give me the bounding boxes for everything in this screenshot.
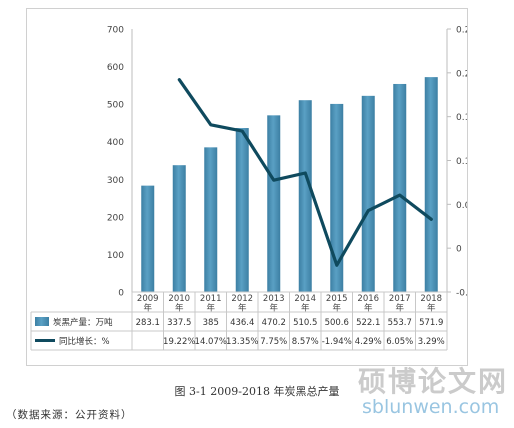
table-value-output: 522.1 bbox=[356, 318, 380, 328]
y-right-tick-label: 0.1 bbox=[456, 157, 467, 167]
bar-2013年 bbox=[267, 115, 281, 292]
y-left-tick-label: 500 bbox=[107, 101, 124, 111]
y-right-tick-label: 0.05 bbox=[456, 201, 467, 211]
y-left-tick-label: 600 bbox=[107, 63, 124, 73]
table-value-growth: 19.22% bbox=[163, 337, 195, 347]
x-tick-year: 2017 bbox=[389, 294, 411, 304]
x-tick-year: 2011 bbox=[200, 294, 222, 304]
bar-2015年 bbox=[330, 103, 344, 293]
combo-chart: 0 100 200 300 400 500 600 700 -0.05 0 0.05 0.1 0.15 0… bbox=[30, 26, 479, 351]
table-value-growth: 6.05% bbox=[386, 337, 413, 347]
x-tick-suffix: 年 bbox=[301, 303, 310, 314]
x-tick-suffix: 年 bbox=[364, 303, 373, 314]
table-value-output: 500.6 bbox=[325, 318, 349, 328]
y-right-tick-label: 0.15 bbox=[456, 113, 467, 123]
bar-2011年 bbox=[204, 147, 218, 292]
bar-2016年 bbox=[361, 95, 375, 292]
y-right-tick-label: -0.05 bbox=[456, 289, 467, 299]
x-tick-suffix: 年 bbox=[206, 303, 215, 314]
table-value-growth: 7.75% bbox=[260, 337, 287, 347]
watermark-text: 硕博论文网 bbox=[358, 365, 509, 398]
x-tick-year: 2015 bbox=[326, 294, 348, 304]
y-right-tick-label: 0 bbox=[456, 245, 462, 255]
legend-line-label: 同比增长：% bbox=[59, 336, 110, 347]
figure-caption: 图 3-1 2009-2018 年炭黑总产量 bbox=[174, 385, 340, 398]
table-value-output: 470.2 bbox=[262, 318, 286, 328]
x-tick-suffix: 年 bbox=[395, 303, 404, 314]
bar-2010年 bbox=[172, 165, 186, 292]
y-left-tick-label: 200 bbox=[107, 213, 124, 223]
chart-frame: 0 100 200 300 400 500 600 700 -0.05 0 0.05 0.1 0.15 0… bbox=[26, 8, 479, 366]
legend-bar-label: 炭黑产量：万吨 bbox=[53, 317, 113, 328]
bar-2017年 bbox=[393, 83, 407, 292]
x-tick-suffix: 年 bbox=[427, 303, 436, 314]
table-value-growth: 8.57% bbox=[292, 337, 319, 347]
x-tick-suffix: 年 bbox=[269, 303, 278, 314]
x-tick-suffix: 年 bbox=[332, 303, 341, 314]
x-tick-year: 2013 bbox=[263, 294, 285, 304]
table-value-output: 283.1 bbox=[136, 318, 160, 328]
table-value-growth: 14.07% bbox=[195, 337, 227, 347]
x-tick-year: 2012 bbox=[231, 294, 253, 304]
bar-2018年 bbox=[424, 77, 438, 292]
y-left-tick-label: 0 bbox=[118, 289, 124, 299]
table-value-output: 510.5 bbox=[293, 318, 317, 328]
bar-2009年 bbox=[141, 185, 155, 292]
bar-2014年 bbox=[298, 100, 312, 292]
table-value-output: 337.5 bbox=[167, 318, 191, 328]
y-left-tick-label: 300 bbox=[107, 176, 124, 186]
x-tick-year: 2009 bbox=[137, 294, 159, 304]
x-tick-suffix: 年 bbox=[238, 303, 247, 314]
y-left-tick-label: 400 bbox=[107, 138, 124, 148]
table-value-output: 385 bbox=[203, 318, 219, 328]
table-value-growth: 4.29% bbox=[355, 337, 382, 347]
x-tick-year: 2014 bbox=[294, 294, 316, 304]
bar-2012年 bbox=[235, 128, 249, 292]
line-series-growth bbox=[177, 78, 433, 267]
x-tick-year: 2018 bbox=[420, 294, 442, 304]
x-tick-suffix: 年 bbox=[143, 303, 152, 314]
table-value-output: 436.4 bbox=[230, 318, 254, 328]
x-tick-year: 2010 bbox=[168, 294, 190, 304]
watermark-url: sblunwen.com bbox=[362, 396, 500, 418]
table-value-output: 571.9 bbox=[419, 318, 443, 328]
y-right-tick-label: 0.25 bbox=[456, 26, 467, 36]
table-value-output: 553.7 bbox=[388, 318, 412, 328]
x-tick-year: 2016 bbox=[357, 294, 379, 304]
x-tick-suffix: 年 bbox=[175, 303, 184, 314]
y-left-tick-label: 700 bbox=[107, 26, 124, 36]
data-source-note: （数据来源：公开资料） bbox=[6, 409, 133, 421]
table-value-growth: -1.94% bbox=[322, 337, 352, 347]
table-value-growth: 13.35% bbox=[226, 337, 258, 347]
y-left-tick-label: 100 bbox=[107, 251, 124, 261]
y-right-tick-label: 0.2 bbox=[456, 69, 467, 79]
legend-bar-swatch bbox=[35, 317, 49, 326]
table-value-growth: 3.29% bbox=[418, 337, 445, 347]
